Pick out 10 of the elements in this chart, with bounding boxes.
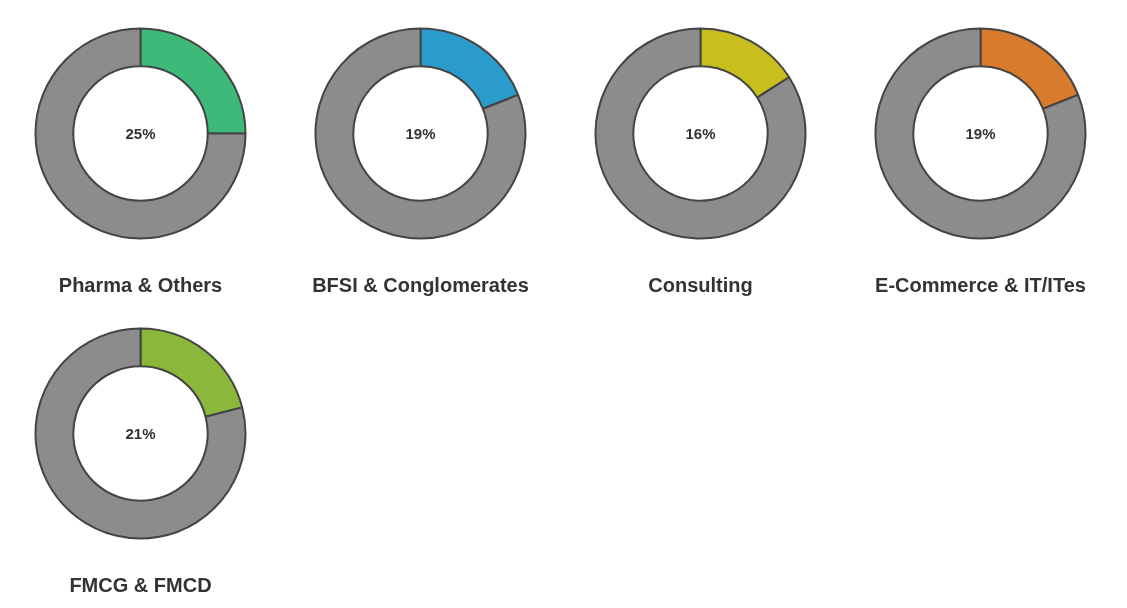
- data-label: 19%: [405, 125, 436, 142]
- text: Pharma & Others: [58, 273, 223, 296]
- data-label: 19%: [965, 125, 996, 142]
- text: FMCG & FMCD: [69, 573, 212, 596]
- data-label: 16%: [685, 125, 716, 142]
- data-label: 21%: [125, 425, 156, 442]
- text: E-Commerce & IT/ITes: [875, 273, 1086, 296]
- data-label: 25%: [125, 125, 156, 142]
- text: BFSI & Conglomerates: [312, 273, 529, 296]
- text: Consulting: [648, 273, 753, 296]
